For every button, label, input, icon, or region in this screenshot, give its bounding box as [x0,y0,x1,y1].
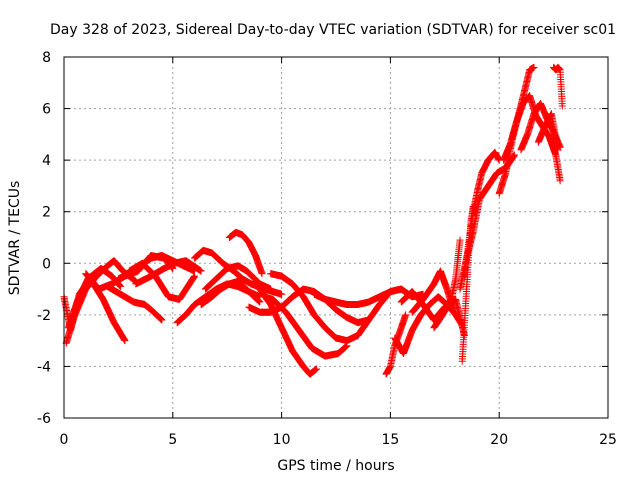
y-axis-ticks: -6 -4 -2 0 2 4 6 8 [37,50,608,427]
data-points [60,63,566,378]
data-point [158,316,166,324]
x-tick-label: 20 [490,432,508,448]
data-point [456,236,464,244]
x-tick-label: 25 [599,432,617,448]
y-tick-label: 6 [42,102,51,118]
x-axis-ticks: 0 5 10 15 20 25 [60,57,617,448]
y-tick-label: 8 [42,50,51,66]
y-tick-label: -4 [37,359,51,375]
x-tick-label: 15 [381,432,399,448]
data-point [191,272,199,280]
y-tick-label: -6 [37,411,51,427]
data-point [258,270,266,278]
grid [64,57,608,418]
y-tick-label: 2 [42,205,51,221]
x-axis-label: GPS time / hours [277,458,394,474]
data-point [117,282,125,290]
plot-frame [63,56,609,419]
chart-title: Day 328 of 2023, Sidereal Day-to-day VTE… [50,22,616,38]
data-point [278,290,286,298]
data-point [197,267,205,275]
x-tick-label: 5 [168,432,177,448]
data-point [556,177,564,185]
y-axis-label: SDTVAR / TECUs [7,181,23,296]
data-point [121,337,129,345]
y-tick-label: 0 [42,256,51,272]
x-tick-label: 10 [273,432,291,448]
y-tick-label: -2 [37,308,51,324]
x-tick-label: 0 [60,432,69,448]
data-point [267,285,275,293]
y-tick-label: 4 [42,153,51,169]
